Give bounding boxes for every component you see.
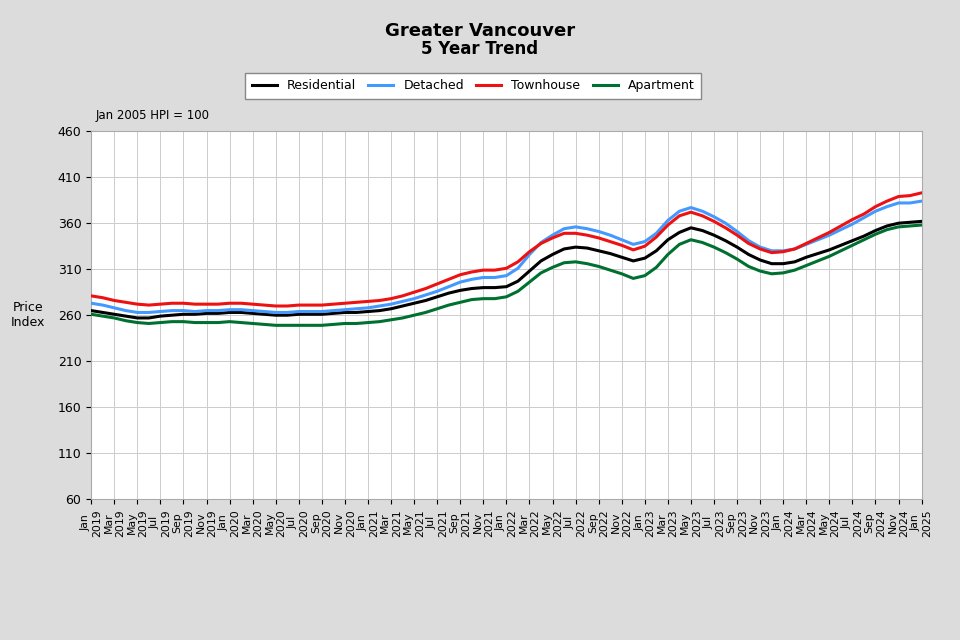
Text: 5 Year Trend: 5 Year Trend	[421, 40, 539, 58]
Y-axis label: Price
Index: Price Index	[12, 301, 45, 329]
Legend: Residential, Detached, Townhouse, Apartment: Residential, Detached, Townhouse, Apartm…	[246, 73, 701, 99]
Text: Jan 2005 HPI = 100: Jan 2005 HPI = 100	[95, 109, 209, 122]
Text: Greater Vancouver: Greater Vancouver	[385, 22, 575, 40]
